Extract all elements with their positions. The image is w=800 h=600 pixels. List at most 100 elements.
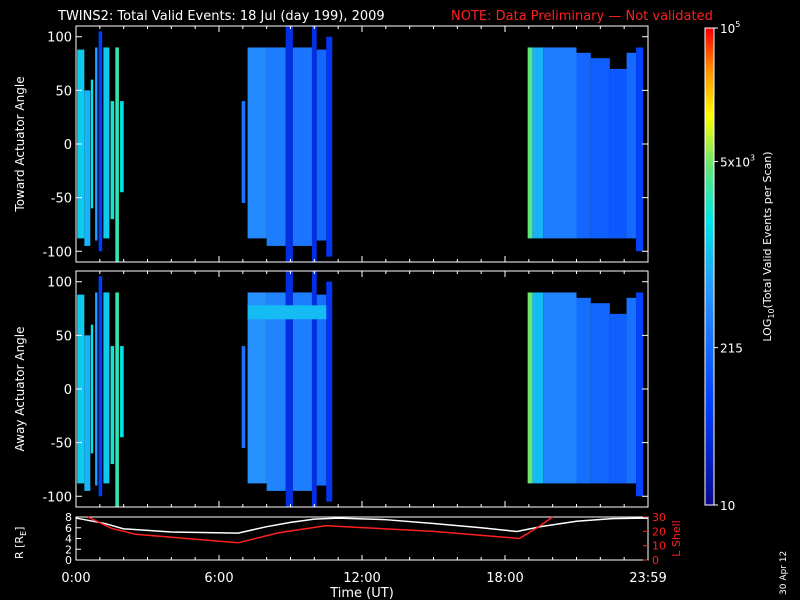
- y-axis-label-left-sub: E: [19, 531, 28, 536]
- colorbar-swatch: [705, 262, 714, 268]
- colorbar-swatch: [705, 501, 714, 506]
- heatmap-cell: [247, 305, 327, 320]
- colorbar-swatch: [705, 31, 714, 37]
- heatmap-cell: [543, 47, 577, 239]
- colorbar-swatch: [705, 59, 714, 65]
- colorbar-label-main: LOG: [761, 319, 774, 342]
- colorbar-swatch: [705, 147, 714, 152]
- heatmap-cell: [543, 292, 577, 484]
- colorbar-swatch: [705, 493, 714, 498]
- away-angle-panel: 100 50 0 -50 -100 Away Actuator Angle: [13, 270, 649, 508]
- date-stamp: 30 Apr 12: [779, 551, 789, 595]
- colorbar-swatch: [705, 421, 714, 427]
- heatmap-cell: [103, 47, 110, 239]
- y-tick-label: 0: [64, 138, 72, 153]
- heatmap-cell: [241, 346, 246, 448]
- colorbar-swatch: [705, 155, 714, 160]
- colorbar-swatch: [705, 441, 714, 446]
- y-tick-label-left: 2: [65, 543, 72, 556]
- x-tick-label: 12:00: [343, 571, 380, 586]
- colorbar-swatch: [705, 497, 714, 502]
- colorbar-tick-base: 5x10: [720, 156, 750, 170]
- heatmap-cell: [266, 47, 286, 246]
- colorbar-swatch: [705, 202, 714, 208]
- heatmap-cell: [90, 79, 94, 209]
- heatmap-cell: [98, 31, 103, 252]
- preliminary-note: NOTE: Data Preliminary — Not validated: [451, 9, 713, 24]
- y-tick-label: -50: [51, 437, 72, 452]
- colorbar-tick-exp: 5: [735, 20, 740, 29]
- heatmap-cell: [576, 52, 591, 239]
- x-tick-label: 23:59: [629, 571, 666, 586]
- y-tick-label: 0: [64, 383, 72, 398]
- colorbar-swatch: [705, 465, 714, 470]
- colorbar-swatch: [705, 95, 714, 101]
- colorbar-swatch: [705, 119, 714, 124]
- x-tick-label: 18:00: [486, 571, 523, 586]
- colorbar-swatch: [705, 67, 714, 73]
- colorbar-swatch: [705, 377, 714, 383]
- colorbar-swatch: [705, 369, 714, 375]
- colorbar-swatch: [705, 477, 714, 482]
- heatmap-cell: [626, 297, 637, 484]
- y-tick-label: 100: [47, 31, 72, 46]
- colorbar-swatch: [705, 357, 714, 363]
- lshell-series-line: [87, 516, 554, 544]
- colorbar-swatch: [705, 449, 714, 454]
- colorbar-swatch: [705, 294, 714, 299]
- colorbar-swatch: [705, 175, 714, 180]
- colorbar-swatch: [705, 485, 714, 490]
- figure-title: TWINS2: Total Valid Events: 18 Jul (day …: [57, 9, 385, 24]
- colorbar-swatch: [705, 373, 714, 379]
- colorbar-swatch: [705, 167, 714, 172]
- colorbar-swatch: [705, 381, 714, 387]
- colorbar-swatch: [705, 365, 714, 371]
- colorbar-swatch: [705, 238, 714, 244]
- x-tick-label: 0:00: [61, 571, 90, 586]
- colorbar-swatch: [705, 310, 714, 315]
- y-axis-label-left: R [RE]: [13, 527, 28, 559]
- colorbar-swatch: [705, 39, 714, 45]
- y-tick-label: -100: [42, 490, 72, 505]
- y-tick-label-left: 6: [65, 522, 72, 535]
- heatmap-cell: [292, 292, 312, 491]
- colorbar-swatch: [705, 437, 714, 442]
- colorbar-swatch: [705, 55, 714, 61]
- heatmap-cell: [326, 281, 333, 502]
- colorbar-swatch: [705, 131, 714, 136]
- colorbar-swatch: [705, 127, 714, 132]
- colorbar-swatch: [705, 28, 714, 33]
- heatmap-cell: [326, 36, 333, 257]
- heatmap-cell: [103, 292, 110, 484]
- colorbar-swatch: [705, 282, 714, 287]
- colorbar-swatch: [705, 318, 714, 323]
- colorbar-swatch: [705, 326, 714, 331]
- colorbar-swatch: [705, 63, 714, 69]
- colorbar-swatch: [705, 210, 714, 216]
- colorbar-swatch: [705, 115, 714, 121]
- colorbar-tick-label: 215: [720, 342, 743, 356]
- heatmap-cell: [115, 292, 119, 507]
- heatmap-cell: [626, 52, 637, 239]
- colorbar-swatch: [705, 143, 714, 148]
- colorbar-tick-exp: 3: [750, 154, 755, 163]
- colorbar-swatch: [705, 385, 714, 391]
- y-axis-label-left-end: ]: [13, 527, 26, 531]
- colorbar-swatch: [705, 445, 714, 450]
- heatmap-cell: [98, 276, 103, 497]
- colorbar-swatch: [705, 87, 714, 93]
- colorbar-swatch: [705, 274, 714, 280]
- colorbar-swatch: [705, 103, 714, 109]
- heatmap-cell: [590, 58, 610, 239]
- r-series-line: [75, 517, 649, 534]
- y-tick-label-right: 0: [652, 554, 659, 567]
- heatmap-cell: [241, 101, 246, 203]
- colorbar-swatch: [705, 226, 714, 232]
- colorbar-swatch: [705, 389, 714, 395]
- y-tick-label-left: 8: [65, 511, 72, 524]
- colorbar-swatch: [705, 79, 714, 85]
- colorbar-swatch: [705, 190, 714, 196]
- colorbar-swatch: [705, 433, 714, 439]
- heatmap-cell: [285, 271, 293, 507]
- colorbar-swatch: [705, 346, 714, 351]
